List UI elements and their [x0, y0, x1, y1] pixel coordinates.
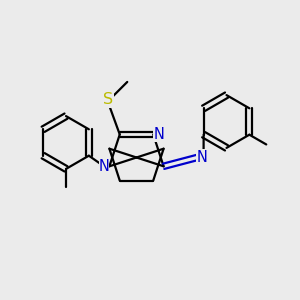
Text: N: N — [99, 159, 110, 174]
Text: S: S — [103, 92, 113, 107]
Text: N: N — [153, 127, 164, 142]
Text: N: N — [196, 150, 207, 165]
